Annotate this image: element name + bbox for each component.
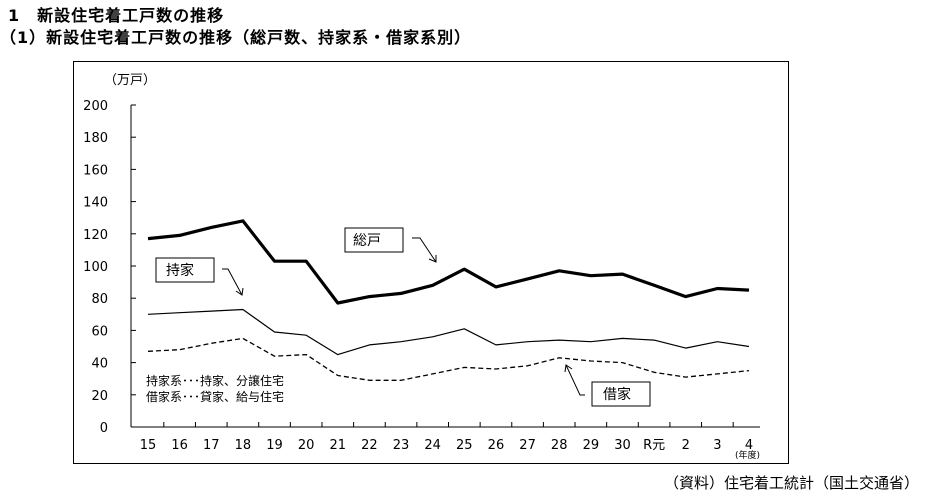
y-tick-label: 20 bbox=[91, 389, 108, 404]
owner-label-box bbox=[155, 257, 215, 283]
x-tick-label: 26 bbox=[488, 438, 505, 453]
y-tick-label: 60 bbox=[91, 324, 108, 339]
y-tick-label: 0 bbox=[100, 421, 108, 436]
total-label-box bbox=[344, 227, 404, 253]
x-tick-label: 21 bbox=[330, 438, 347, 453]
rental-label: 借家 bbox=[603, 386, 631, 403]
x-tick-label: 15 bbox=[140, 438, 157, 453]
y-tick-label: 40 bbox=[91, 357, 108, 372]
x-tick-label: 29 bbox=[583, 438, 600, 453]
rental-arrow bbox=[565, 364, 585, 396]
y-tick-label: 100 bbox=[83, 260, 108, 275]
x-axis-unit: (年度) bbox=[735, 449, 760, 461]
note-owner-definition: 持家系･･･持家、分譲住宅 bbox=[146, 373, 284, 388]
y-tick-label: 140 bbox=[83, 196, 108, 211]
total-arrowhead bbox=[428, 255, 437, 263]
series-lines bbox=[147, 219, 750, 381]
total-arrow bbox=[412, 237, 437, 263]
x-tick-label: 2 bbox=[682, 438, 690, 453]
rental-arrowhead bbox=[564, 364, 573, 373]
x-tick-label: 16 bbox=[171, 438, 188, 453]
x-tick-label: 20 bbox=[298, 438, 315, 453]
x-tick-label: 24 bbox=[424, 438, 441, 453]
x-tick-label: 3 bbox=[713, 438, 721, 453]
x-tick-label: 4 bbox=[745, 438, 753, 453]
chart-frame bbox=[73, 61, 789, 464]
owner-arrow bbox=[222, 268, 243, 296]
y-axis: 0 20 40 60 80 100 120 140 160 180 200 bbox=[83, 99, 136, 436]
series-line-2 bbox=[147, 337, 750, 381]
x-tick-label: 18 bbox=[235, 438, 252, 453]
series-line-1 bbox=[147, 308, 750, 356]
y-tick-label: 120 bbox=[83, 228, 108, 243]
x-tick-label: 23 bbox=[393, 438, 410, 453]
x-tick-label: 28 bbox=[551, 438, 568, 453]
total-label: 総戸 bbox=[353, 233, 381, 249]
x-tick-label: 30 bbox=[614, 438, 631, 453]
page-title: 1 新設住宅着工戸数の推移 bbox=[8, 6, 225, 25]
chart-subtitle: （1）新設住宅着工戸数の推移（総戸数、持家系・借家系別） bbox=[0, 28, 472, 47]
owner-arrowhead bbox=[235, 287, 244, 296]
y-tick-label: 160 bbox=[83, 163, 108, 178]
x-tick-label: 27 bbox=[519, 438, 536, 453]
rental-label-box bbox=[591, 381, 651, 407]
x-tick-label: 19 bbox=[266, 438, 283, 453]
x-tick-label: 22 bbox=[361, 438, 378, 453]
owner-label: 持家 bbox=[166, 262, 194, 279]
x-tick-label: 25 bbox=[456, 438, 473, 453]
note-rental-definition: 借家系･･･貸家、給与住宅 bbox=[146, 389, 284, 404]
series-line-0 bbox=[147, 219, 750, 305]
y-tick-label: 80 bbox=[91, 292, 108, 307]
x-tick-label: R元 bbox=[643, 438, 665, 453]
x-tick-label: 17 bbox=[203, 438, 220, 453]
x-axis: 15 16 17 18 19 20 21 22 23 24 25 26 27 28 29 30 R元 2 3 4 bbox=[131, 422, 760, 453]
y-axis-unit: （万戸） bbox=[104, 73, 156, 88]
y-tick-label: 180 bbox=[83, 131, 108, 146]
y-tick-label: 200 bbox=[83, 99, 108, 114]
data-source: （資料）住宅着工統計（国土交通省） bbox=[663, 474, 919, 492]
